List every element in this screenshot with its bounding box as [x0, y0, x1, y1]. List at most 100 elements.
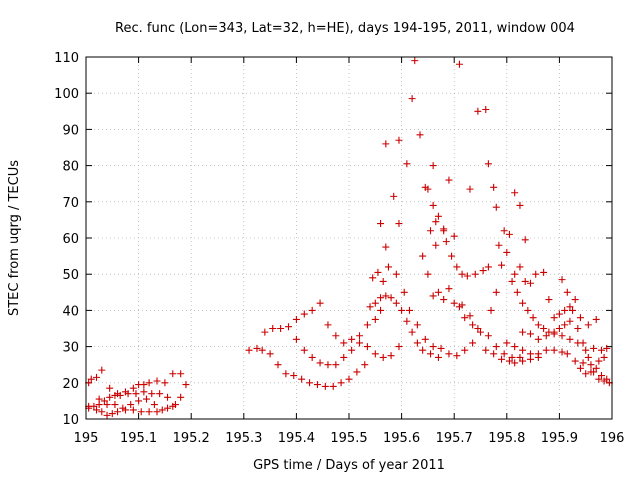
data-point [156, 390, 164, 398]
data-point [316, 299, 324, 307]
data-point [119, 404, 127, 412]
x-tick-label: 195.4 [278, 431, 315, 446]
data-point [129, 406, 137, 414]
data-point [145, 379, 153, 387]
data-point [361, 361, 369, 369]
data-point [395, 220, 403, 228]
data-point [292, 335, 300, 343]
x-tick-label: 195.3 [225, 431, 262, 446]
data-point [516, 263, 524, 271]
data-point [274, 361, 282, 369]
data-point [313, 381, 321, 389]
data-point [142, 395, 150, 403]
data-point [258, 346, 266, 354]
data-point [161, 379, 169, 387]
data-point [429, 343, 437, 351]
x-tick-label: 196 [600, 431, 625, 446]
data-point [534, 350, 542, 358]
data-point [474, 107, 482, 115]
data-point [316, 359, 324, 367]
data-point [566, 303, 574, 311]
data-point [371, 315, 379, 323]
y-axis-label: STEC from uqrg / TECUs [7, 160, 22, 316]
data-point [427, 350, 435, 358]
data-point [600, 353, 608, 361]
data-point [300, 346, 308, 354]
data-point [458, 270, 466, 278]
data-point [405, 306, 413, 314]
data-point [285, 323, 293, 331]
data-point [290, 372, 298, 380]
data-point [135, 397, 143, 405]
data-point [550, 330, 558, 338]
data-point [558, 332, 566, 340]
data-point [87, 375, 95, 383]
data-point [261, 328, 269, 336]
data-point [603, 344, 611, 352]
data-point [348, 346, 356, 354]
data-point [169, 402, 177, 410]
data-point [103, 411, 111, 419]
data-point [534, 335, 542, 343]
data-point [177, 393, 185, 401]
data-point [377, 306, 385, 314]
data-point [434, 353, 442, 361]
data-point [245, 346, 253, 354]
data-point [490, 183, 498, 191]
data-point [508, 353, 516, 361]
y-tick-label: 80 [62, 160, 79, 175]
data-point [111, 401, 119, 409]
data-point [345, 375, 353, 383]
data-point [103, 401, 111, 409]
data-point [395, 136, 403, 144]
data-point [382, 292, 390, 300]
data-point [306, 379, 314, 387]
data-point [505, 357, 513, 365]
data-point [450, 232, 458, 240]
data-point [505, 230, 513, 238]
data-point [453, 352, 461, 360]
data-point [511, 359, 519, 367]
data-point [356, 332, 364, 340]
data-point [298, 375, 306, 383]
data-point [434, 288, 442, 296]
data-point [332, 332, 340, 340]
data-point [429, 162, 437, 170]
data-point [440, 227, 448, 235]
data-point [98, 366, 106, 374]
data-point [253, 344, 261, 352]
data-point [114, 408, 122, 416]
data-point [558, 276, 566, 284]
data-point [108, 410, 116, 418]
data-point [369, 274, 377, 282]
data-point [582, 346, 590, 354]
data-point [158, 406, 166, 414]
data-point [424, 185, 432, 193]
data-point [561, 321, 569, 329]
data-point [455, 60, 463, 68]
data-point [150, 401, 158, 409]
data-point [495, 241, 503, 249]
data-point [482, 105, 490, 113]
data-point [419, 252, 427, 260]
data-point [93, 373, 101, 381]
data-point [576, 314, 584, 322]
data-point [356, 339, 364, 347]
data-point [461, 314, 469, 322]
data-point [500, 227, 508, 235]
data-point [332, 361, 340, 369]
data-point [413, 321, 421, 329]
data-point [463, 272, 471, 280]
data-points [85, 57, 613, 419]
data-point [524, 306, 532, 314]
data-point [492, 288, 500, 296]
data-point [579, 339, 587, 347]
x-tick-label: 195 [74, 431, 99, 446]
data-point [106, 384, 114, 392]
data-point [582, 370, 590, 378]
data-point [363, 321, 371, 329]
y-tick-label: 60 [62, 232, 79, 247]
data-point [503, 248, 511, 256]
data-point [587, 368, 595, 376]
